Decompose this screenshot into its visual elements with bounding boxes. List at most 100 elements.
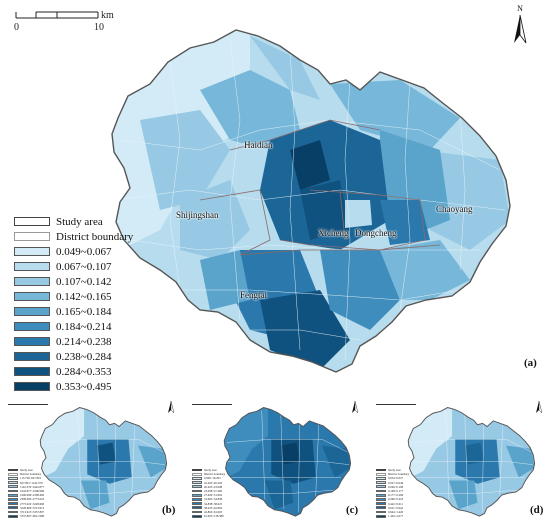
small-legend-swatch — [8, 498, 18, 501]
district-label-dongcheng: Dongcheng — [355, 228, 397, 238]
small-legend-row: 0.108~0.177 — [376, 489, 436, 493]
small-legend-row: 627.801~1142.376 — [8, 481, 68, 485]
legend-class-row: 0.238~0.284 — [14, 349, 174, 364]
small-map-north-arrow — [536, 400, 543, 418]
small-legend-label: 23.098~27.400 — [204, 489, 223, 494]
small-legend-label: 1906.999~2308.482 — [20, 493, 45, 498]
main-legend: Study area District boundary 0.049~0.067… — [14, 214, 174, 394]
small-legend-swatch — [376, 514, 386, 518]
small-legend-swatch — [376, 510, 386, 514]
region-xicheng-light — [345, 200, 372, 228]
small-legend-row: 113.726~627.801 — [8, 476, 68, 480]
legend-classes: 0.049~0.067 0.067~0.107 0.107~0.142 0.142~0… — [14, 244, 174, 394]
small-legend-swatch — [376, 468, 386, 472]
small-legend-swatch — [376, 502, 386, 505]
small-legend-label: Study area — [20, 468, 33, 473]
legend-class-label: 0.049~0.067 — [56, 245, 112, 258]
legend-class-row: 0.165~0.184 — [14, 304, 174, 319]
small-legend-label: 61.003~138.389 — [204, 514, 224, 519]
small-legend-swatch — [8, 510, 18, 514]
small-legend-swatch — [8, 506, 18, 510]
small-legend-label: 0.422~0.611 — [388, 501, 404, 506]
small-legend-row: 31.962~34.838 — [192, 497, 252, 501]
region-south-east — [380, 240, 470, 300]
small-legend-swatch — [376, 472, 386, 476]
legend-class-swatch — [14, 292, 50, 301]
small-map-legend: Study area District boundary 0.900~16.293 1… — [192, 468, 252, 518]
small-map-legend: Study area District boundary 113.726~627.8… — [8, 468, 68, 518]
region-haidian-north — [250, 36, 320, 100]
small-legend-label: 20.203~23.098 — [204, 484, 223, 489]
small-legend-row: 0.027~0.046 — [376, 481, 436, 485]
small-map — [39, 407, 168, 517]
subdistrict-lines — [114, 39, 506, 361]
small-legend-row: District boundary — [8, 472, 68, 476]
district-label-shijingshan: Shijingshan — [176, 210, 219, 220]
small-map-north-arrow — [352, 400, 359, 418]
legend-study-area-label: Study area — [56, 215, 103, 228]
small-legend-row: 0.422~0.611 — [376, 502, 436, 506]
legend-class-label: 0.238~0.284 — [56, 350, 112, 363]
small-legend-swatch — [376, 493, 386, 497]
legend-class-label: 0.067~0.107 — [56, 260, 112, 273]
small-legend-swatch — [8, 481, 18, 485]
small-legend-label: 2308.482~2773.022 — [20, 497, 45, 502]
small-legend-row: 0.034~0.027 — [376, 476, 436, 480]
small-map-scale-bar — [192, 400, 232, 405]
scale-bar-label-ten: 10 — [94, 22, 104, 33]
small-legend-row: 5337.807~9911.988 — [8, 514, 68, 518]
legend-district-boundary-swatch — [14, 232, 50, 241]
small-legend-row: 1642.877~1906.999 — [8, 489, 68, 493]
small-legend-swatch — [192, 472, 202, 476]
legend-class-swatch — [14, 322, 50, 331]
study-area-outline — [111, 29, 511, 373]
small-legend-swatch — [192, 506, 202, 510]
legend-class-row: 0.107~0.142 — [14, 274, 174, 289]
legend-class-swatch — [14, 247, 50, 256]
region-haidian-west — [140, 110, 230, 210]
small-legend-label: 0.177~0.266 — [388, 493, 404, 498]
small-map-panel-label: (b) — [162, 504, 176, 516]
small-map-panel: Study area District boundary 0.900~16.293 1… — [188, 398, 364, 525]
small-legend-row: 3713.913~5337.807 — [8, 510, 68, 514]
legend-class-row: 0.049~0.067 — [14, 244, 174, 259]
legend-class-swatch — [14, 307, 50, 316]
small-legend-label: 0.944~1.420 — [388, 509, 404, 514]
small-legend-label: 0.046~0.108 — [388, 484, 404, 489]
small-legend-row: 16.293~20.203 — [192, 481, 252, 485]
small-legend-label: 16.293~20.203 — [204, 480, 223, 485]
small-legend-row: 34.838~38.025 — [192, 502, 252, 506]
small-legend-swatch — [192, 498, 202, 501]
region-shijingshan — [180, 180, 250, 260]
region-fengtai-far-west — [200, 250, 250, 310]
region-core-dark-1 — [290, 140, 330, 190]
small-map-scale-bar — [8, 400, 48, 405]
legend-class-row: 0.284~0.353 — [14, 364, 174, 379]
small-legend-row: 0.944~1.420 — [376, 510, 436, 514]
north-arrow-icon — [514, 14, 527, 44]
small-legend-row: 0.177~0.266 — [376, 493, 436, 497]
small-legend-swatch — [192, 493, 202, 497]
small-legend-row: Study area — [8, 468, 68, 472]
small-legend-swatch — [8, 502, 18, 505]
small-legend-swatch — [192, 489, 202, 493]
small-legend-swatch — [192, 477, 202, 480]
small-legend-row: 27.400~31.962 — [192, 493, 252, 497]
small-legend-row: Study area — [192, 468, 252, 472]
district-boundaries — [199, 119, 441, 256]
north-arrow-label: N — [517, 4, 523, 13]
small-legend-swatch — [192, 502, 202, 505]
small-legend-swatch — [376, 489, 386, 493]
small-legend-row: 42.804~61.003 — [192, 510, 252, 514]
small-legend-label: 5337.807~9911.988 — [20, 514, 45, 519]
small-legend-label: 1.420~2.077 — [388, 514, 404, 519]
small-legend-label: 0.900~16.293 — [204, 476, 221, 481]
legend-district-boundary: District boundary — [14, 229, 174, 244]
small-legend-swatch — [376, 481, 386, 485]
small-legend-label: Study area — [204, 468, 217, 473]
legend-class-swatch — [14, 382, 50, 391]
small-legend-row: District boundary — [376, 472, 436, 476]
small-legend-label: 0.027~0.046 — [388, 480, 404, 485]
legend-class-label: 0.142~0.165 — [56, 290, 112, 303]
small-legend-row: 3228.660~3713.913 — [8, 506, 68, 510]
